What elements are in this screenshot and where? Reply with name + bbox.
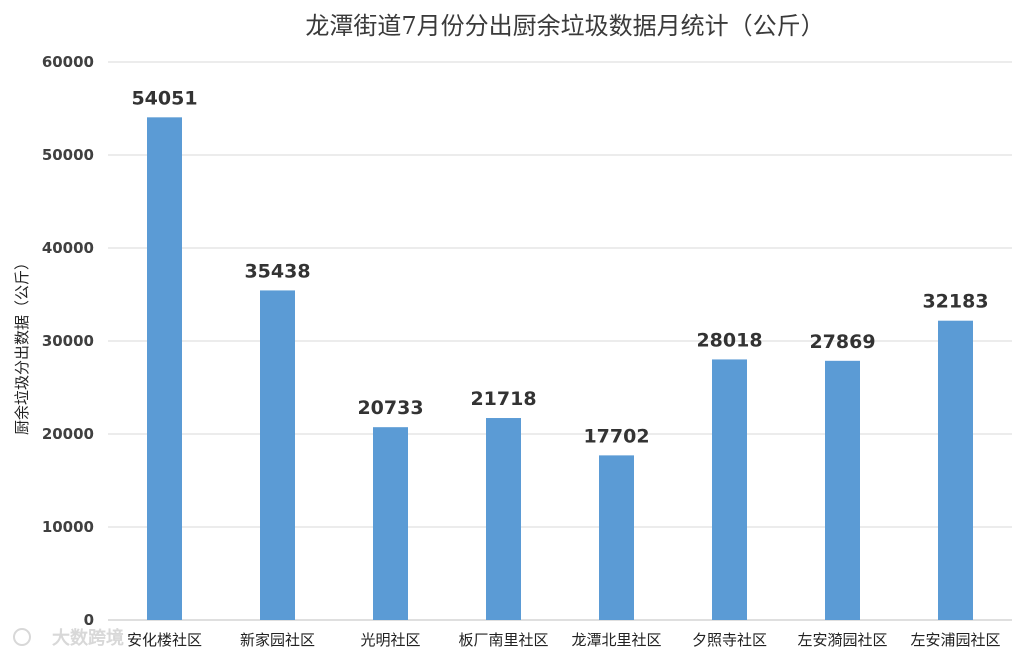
data-label: 35438 [244, 260, 310, 282]
x-tick-labels: 安化楼社区 新家园社区 光明社区 板厂南里社区 龙潭北里社区 夕照寺社区 左安漪园社区 左安浦… [127, 631, 1001, 649]
gridlines [108, 61, 1012, 621]
watermark: 大数跨境 [13, 627, 124, 649]
watermark-text: 大数跨境 [52, 627, 124, 649]
data-label: 17702 [583, 425, 649, 447]
bars [147, 117, 973, 621]
data-label: 54051 [131, 87, 197, 109]
data-label: 20733 [357, 397, 423, 419]
y-tick-label: 0 [84, 611, 94, 629]
x-tick-label: 安化楼社区 [127, 631, 202, 649]
y-tick-label: 20000 [42, 425, 94, 443]
bar [147, 117, 182, 621]
x-tick-label: 光明社区 [360, 631, 420, 649]
bar [712, 359, 747, 620]
x-tick-label: 新家园社区 [240, 631, 315, 649]
y-tick-labels: 0 10000 20000 30000 40000 50000 60000 [42, 53, 94, 629]
data-labels: 54051 35438 20733 21718 17702 28018 27869 32183 [131, 87, 988, 447]
bar [260, 290, 295, 620]
data-label: 32183 [922, 291, 988, 313]
x-tick-label: 夕照寺社区 [692, 631, 767, 649]
bar [486, 418, 521, 620]
bar [938, 320, 973, 620]
x-tick-label: 龙潭北里社区 [571, 631, 661, 649]
y-tick-label: 50000 [42, 146, 94, 164]
chart-title: 龙潭街道7月份分出厨余垃圾数据月统计（公斤） [305, 12, 824, 40]
x-tick-label: 左安漪园社区 [797, 631, 887, 649]
x-tick-label: 左安浦园社区 [910, 631, 1000, 649]
watermark-icon [13, 628, 31, 646]
x-tick-label: 板厂南里社区 [458, 631, 548, 649]
bar [825, 360, 860, 620]
y-axis-label: 厨余垃圾分出数据（公斤） [13, 255, 31, 435]
y-tick-label: 40000 [42, 239, 94, 257]
data-label: 21718 [470, 388, 536, 410]
bar [599, 455, 634, 620]
y-tick-label: 10000 [42, 518, 94, 536]
bar [373, 427, 408, 620]
y-tick-label: 30000 [42, 332, 94, 350]
y-tick-label: 60000 [42, 53, 94, 71]
data-label: 28018 [696, 329, 762, 351]
data-label: 27869 [809, 331, 875, 353]
